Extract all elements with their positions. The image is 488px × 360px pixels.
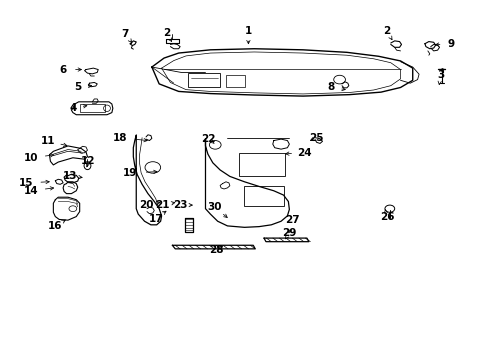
Text: 20: 20	[139, 200, 153, 210]
Text: 26: 26	[379, 212, 393, 221]
Text: 30: 30	[206, 202, 221, 212]
Text: 17: 17	[148, 214, 163, 224]
Text: 29: 29	[282, 228, 296, 238]
Text: 6: 6	[60, 64, 66, 75]
Text: 1: 1	[244, 26, 251, 36]
Text: 18: 18	[113, 133, 127, 143]
Text: 2: 2	[383, 26, 390, 36]
Text: 5: 5	[74, 82, 81, 92]
Text: 7: 7	[121, 29, 128, 39]
Text: 4: 4	[69, 103, 77, 113]
Text: 3: 3	[436, 70, 443, 80]
Bar	[188, 73, 220, 87]
Text: 2: 2	[163, 28, 170, 38]
Text: 22: 22	[200, 134, 215, 144]
Bar	[243, 186, 283, 206]
Text: 9: 9	[447, 39, 454, 49]
Text: 11: 11	[41, 136, 56, 146]
Text: 24: 24	[296, 148, 311, 158]
Text: 15: 15	[19, 178, 34, 188]
Text: 10: 10	[23, 153, 38, 163]
Text: 25: 25	[309, 133, 323, 143]
Text: 27: 27	[285, 215, 299, 225]
Text: 28: 28	[208, 245, 223, 255]
Text: 19: 19	[122, 168, 137, 178]
Text: 21: 21	[155, 200, 169, 210]
Text: 12: 12	[81, 156, 96, 166]
Bar	[238, 153, 285, 176]
Text: 23: 23	[173, 200, 187, 210]
Text: 14: 14	[23, 186, 38, 196]
Bar	[225, 75, 245, 87]
Text: 8: 8	[327, 82, 334, 93]
Text: 13: 13	[62, 171, 77, 181]
Bar	[80, 104, 105, 112]
Text: 16: 16	[48, 221, 62, 231]
